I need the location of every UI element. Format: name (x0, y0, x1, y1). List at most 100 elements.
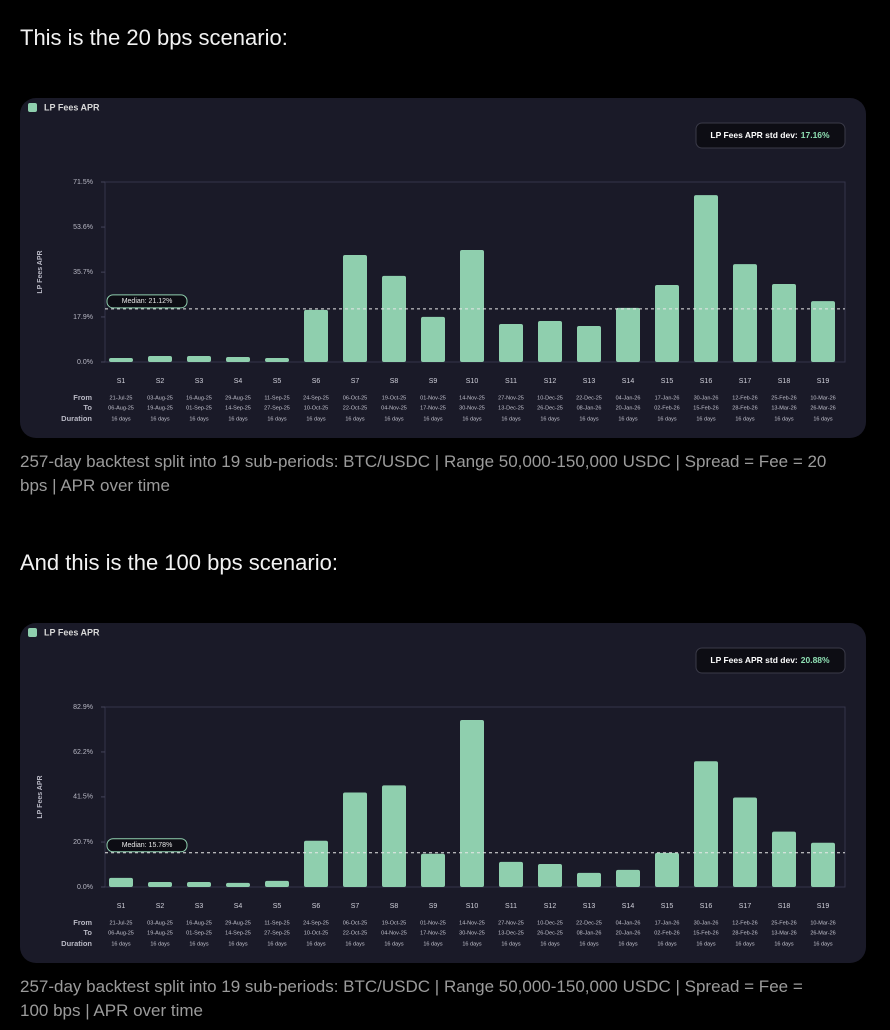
bar (538, 863, 562, 887)
x-tick-label: S3 (195, 378, 204, 385)
to-date: 30-Nov-25 (459, 930, 485, 936)
to-date: 26-Mar-26 (810, 405, 835, 411)
from-date: 27-Nov-25 (498, 920, 524, 926)
to-date: 17-Nov-25 (420, 405, 446, 411)
bar (109, 357, 133, 362)
from-date: 29-Aug-25 (225, 395, 251, 401)
row-label: From (73, 918, 92, 927)
from-date: 10-Mar-26 (810, 395, 835, 401)
from-date: 24-Sep-25 (303, 920, 329, 926)
to-date: 02-Feb-26 (654, 930, 679, 936)
bar (187, 882, 211, 887)
x-tick-label: S9 (429, 378, 438, 385)
to-date: 04-Nov-25 (381, 405, 407, 411)
y-tick-label: 41.5% (73, 794, 93, 801)
x-tick-label: S7 (351, 378, 360, 385)
x-tick-label: S10 (466, 903, 479, 910)
duration: 16 days (579, 941, 599, 947)
to-date: 27-Sep-25 (264, 405, 290, 411)
bar (772, 283, 796, 362)
std-dev-badge (695, 122, 846, 149)
to-date: 14-Sep-25 (225, 930, 251, 936)
x-tick-label: S14 (622, 378, 635, 385)
bar (148, 355, 172, 362)
bar (733, 264, 757, 362)
from-date: 21-Jul-25 (110, 395, 133, 401)
row-label: To (83, 403, 92, 412)
bar (538, 320, 562, 362)
x-tick-label: S18 (778, 378, 791, 385)
bar (733, 797, 757, 887)
y-tick-label: 82.9% (73, 704, 93, 711)
to-date: 02-Feb-26 (654, 405, 679, 411)
bar (304, 840, 328, 887)
duration: 16 days (579, 416, 599, 422)
bar (811, 301, 835, 362)
x-tick-label: S16 (700, 903, 713, 910)
duration: 16 days (423, 416, 443, 422)
post-heading: And this is the 100 bps scenario: (20, 550, 338, 575)
to-date: 27-Sep-25 (264, 930, 290, 936)
to-date: 19-Aug-25 (147, 405, 173, 411)
from-date: 30-Jan-26 (694, 920, 719, 926)
legend-swatch (28, 628, 37, 637)
duration: 16 days (384, 416, 404, 422)
from-date: 19-Oct-25 (382, 395, 406, 401)
to-date: 13-Dec-25 (498, 930, 524, 936)
from-date: 22-Dec-25 (576, 395, 602, 401)
x-tick-label: S16 (700, 378, 713, 385)
duration: 16 days (306, 941, 326, 947)
from-date: 12-Feb-26 (732, 920, 757, 926)
from-date: 01-Nov-25 (420, 395, 446, 401)
to-date: 28-Feb-26 (732, 405, 757, 411)
to-date: 26-Dec-25 (537, 930, 563, 936)
row-label: Duration (61, 939, 92, 948)
to-date: 08-Jan-26 (577, 405, 602, 411)
bar (694, 195, 718, 362)
bar (382, 275, 406, 362)
x-tick-label: S3 (195, 903, 204, 910)
to-date: 30-Nov-25 (459, 405, 485, 411)
x-tick-label: S5 (273, 378, 282, 385)
duration: 16 days (150, 416, 170, 422)
to-date: 15-Feb-26 (693, 930, 718, 936)
to-date: 26-Dec-25 (537, 405, 563, 411)
from-date: 10-Dec-25 (537, 395, 563, 401)
to-date: 22-Oct-25 (343, 930, 367, 936)
to-date: 28-Feb-26 (732, 930, 757, 936)
x-tick-label: S17 (739, 903, 752, 910)
duration: 16 days (540, 416, 560, 422)
x-tick-label: S13 (583, 903, 596, 910)
post-caption: 257-day backtest split into 19 sub-perio… (20, 452, 827, 495)
y-tick-label: 53.6% (73, 224, 93, 231)
y-tick-label: 71.5% (73, 179, 93, 186)
x-tick-label: S7 (351, 903, 360, 910)
to-date: 10-Oct-25 (304, 930, 328, 936)
bar (772, 831, 796, 887)
bar (499, 861, 523, 887)
std-dev-title: LP Fees APR std dev: (710, 655, 798, 665)
duration: 16 days (111, 416, 131, 422)
duration: 16 days (813, 416, 833, 422)
duration: 16 days (150, 941, 170, 947)
duration: 16 days (618, 416, 638, 422)
duration: 16 days (696, 941, 716, 947)
from-date: 25-Feb-26 (771, 395, 796, 401)
from-date: 06-Oct-25 (343, 395, 367, 401)
from-date: 04-Jan-26 (616, 920, 641, 926)
y-axis-label: LP Fees APR (37, 250, 44, 293)
y-tick-label: 0.0% (77, 884, 93, 891)
to-date: 22-Oct-25 (343, 405, 367, 411)
to-date: 13-Mar-26 (771, 405, 796, 411)
duration: 16 days (384, 941, 404, 947)
x-tick-label: S6 (312, 378, 321, 385)
x-tick-label: S14 (622, 903, 635, 910)
to-date: 13-Mar-26 (771, 930, 796, 936)
x-tick-label: S11 (505, 903, 517, 910)
y-tick-label: 62.2% (73, 749, 93, 756)
legend-label: LP Fees APR (44, 102, 100, 112)
duration: 16 days (306, 416, 326, 422)
x-tick-label: S1 (117, 903, 126, 910)
bar (382, 785, 406, 887)
x-tick-label: S11 (505, 378, 517, 385)
